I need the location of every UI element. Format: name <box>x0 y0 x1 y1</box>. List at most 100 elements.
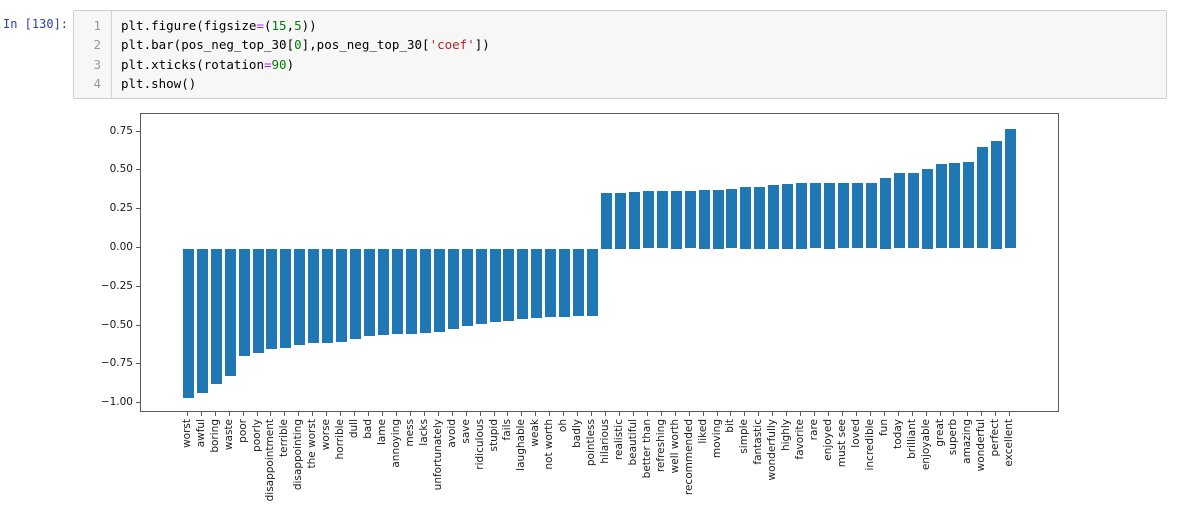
bar <box>447 248 459 330</box>
x-tick-mark <box>605 412 606 416</box>
y-tick-mark <box>136 402 140 404</box>
code-line[interactable]: 1 plt.figure(figsize=(15,5)) <box>74 16 1166 35</box>
x-tick-mark <box>186 412 188 416</box>
bar <box>670 191 682 249</box>
x-tick-label: worst <box>180 419 193 448</box>
code-line[interactable]: 4 plt.show() <box>74 74 1166 93</box>
y-tick-mark <box>136 285 140 287</box>
bar <box>405 248 417 334</box>
x-tick-label: disappointing <box>292 419 305 491</box>
plot-area <box>140 113 1059 412</box>
x-tick-mark <box>423 412 425 416</box>
code-cell[interactable]: 1 plt.figure(figsize=(15,5)) 2 plt.bar(pos_… <box>73 10 1167 99</box>
x-tick-mark <box>354 412 356 416</box>
y-tick-label: 0.00 <box>109 241 133 253</box>
code-token: ( <box>264 18 272 33</box>
x-tick-mark <box>270 412 272 416</box>
x-tick-label: recommended <box>682 419 695 496</box>
code-token: 0 <box>294 37 302 53</box>
figure-output: worst awful boring waste poor poorly disappoin… <box>0 105 1177 523</box>
x-tick-mark <box>953 412 955 416</box>
x-tick-label: poor <box>236 419 249 443</box>
x-tick-mark <box>521 412 523 416</box>
bar <box>517 248 529 320</box>
bar <box>322 248 334 344</box>
bar <box>935 164 947 249</box>
bar <box>768 185 780 249</box>
code-editor[interactable]: 1 plt.figure(figsize=(15,5)) 2 plt.bar(pos_… <box>74 16 1166 93</box>
x-tick-mark <box>632 412 634 416</box>
x-tick-mark <box>744 412 746 416</box>
code-token: ) <box>286 56 295 72</box>
bar <box>963 161 975 249</box>
x-tick-label: better than <box>640 419 653 479</box>
x-tick-mark <box>465 412 467 416</box>
bar <box>837 182 849 249</box>
bar <box>182 248 194 398</box>
bar <box>921 168 933 249</box>
bar <box>377 248 389 335</box>
code-line[interactable]: 2 plt.bar(pos_neg_top_30[0],pos_neg_top_3… <box>74 35 1166 54</box>
x-tick-mark <box>925 412 927 416</box>
bar <box>308 248 320 344</box>
bar <box>294 248 306 345</box>
code-token: = <box>256 18 264 33</box>
y-tick-mark <box>136 130 140 132</box>
bar <box>350 248 362 339</box>
y-tick-mark <box>136 208 140 210</box>
code-text[interactable]: plt.figure(figsize=(15,5)) <box>111 16 317 35</box>
bar <box>1005 128 1017 249</box>
x-tick-label: worse <box>320 419 333 451</box>
x-tick-label: brilliant <box>905 419 918 459</box>
x-tick-mark <box>716 412 718 416</box>
bar <box>252 248 264 353</box>
x-tick-label: awful <box>194 419 207 448</box>
x-tick-label: avoid <box>445 419 458 448</box>
y-tick-mark <box>136 247 140 248</box>
code-token: ]) <box>474 37 490 53</box>
x-tick-mark <box>758 412 760 416</box>
bar <box>684 190 696 249</box>
x-tick-label: fails <box>501 419 514 441</box>
x-tick-mark <box>814 412 816 416</box>
x-tick-mark <box>507 412 509 416</box>
x-tick-mark <box>730 412 732 416</box>
x-tick-label: highly <box>780 419 793 452</box>
x-tick-mark <box>312 412 314 416</box>
x-tick-label: refreshing <box>654 419 667 473</box>
x-tick-label: moving <box>710 419 723 459</box>
bar <box>419 248 431 333</box>
bar <box>782 184 794 249</box>
x-tick-label: mess <box>403 419 416 447</box>
x-tick-mark <box>618 412 620 416</box>
code-text[interactable]: plt.show() <box>111 74 196 93</box>
x-tick-label: save <box>459 419 472 444</box>
x-tick-label: wonderfully <box>766 419 779 481</box>
x-tick-mark <box>228 412 230 416</box>
x-tick-mark <box>883 412 885 416</box>
bar <box>712 189 724 249</box>
x-tick-mark <box>1009 412 1011 416</box>
x-tick-label: beautiful <box>626 419 639 466</box>
y-tick-label: 0.50 <box>109 163 133 176</box>
x-tick-label: perfect <box>989 419 1002 457</box>
code-line[interactable]: 3 plt.xticks(rotation=90) <box>74 55 1166 74</box>
code-token: plt.show() <box>121 75 197 91</box>
bar <box>364 248 375 337</box>
x-tick-label: badly <box>571 419 584 448</box>
code-token: plt.figure(figsize <box>121 18 257 33</box>
bar <box>740 186 752 249</box>
x-tick-label: excellent <box>1003 419 1016 467</box>
x-tick-label: weak <box>529 419 542 447</box>
x-tick-mark <box>493 412 495 416</box>
x-tick-label: fun <box>877 419 890 437</box>
bar <box>656 191 668 249</box>
code-text[interactable]: plt.xticks(rotation=90) <box>111 55 294 74</box>
bar <box>224 248 236 376</box>
x-tick-mark <box>256 412 258 416</box>
code-text[interactable]: plt.bar(pos_neg_top_30[0],pos_neg_top_30… <box>111 35 490 54</box>
x-tick-label: today <box>891 419 904 449</box>
bar <box>601 192 612 249</box>
code-token: 5 <box>294 18 302 33</box>
